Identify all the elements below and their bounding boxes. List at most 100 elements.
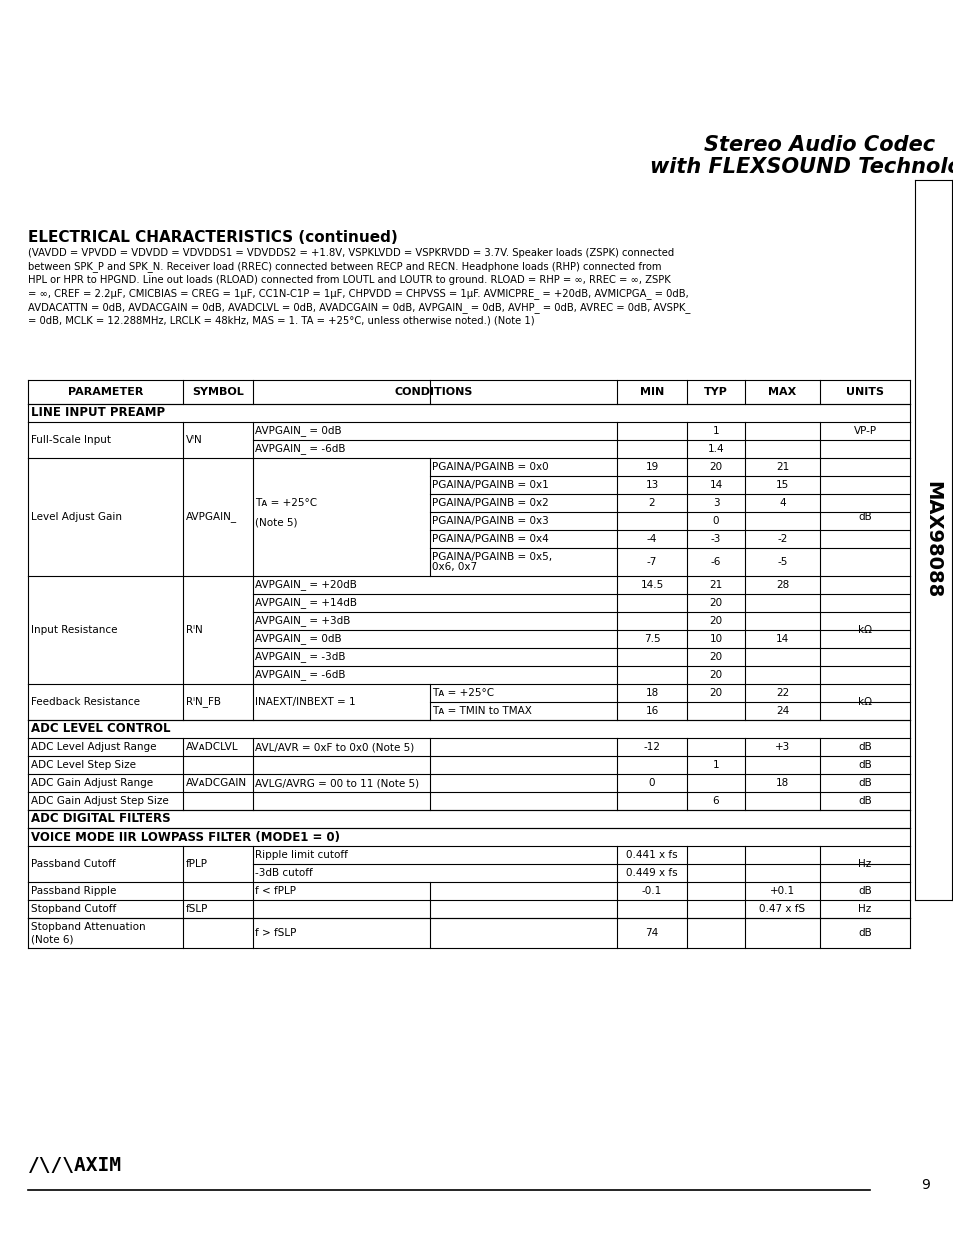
Text: 1: 1 (712, 760, 719, 769)
Text: dB: dB (858, 927, 871, 939)
Text: AVPGAIN_ = -6dB: AVPGAIN_ = -6dB (254, 443, 345, 454)
Text: LINE INPUT PREAMP: LINE INPUT PREAMP (30, 406, 165, 420)
Text: VOICE MODE IIR LOWPASS FILTER (MODE1 = 0): VOICE MODE IIR LOWPASS FILTER (MODE1 = 0… (30, 830, 339, 844)
Text: -12: -12 (643, 742, 659, 752)
Text: Full-Scale Input: Full-Scale Input (30, 435, 111, 445)
Text: = 0dB, MCLK = 12.288MHz, LRCLK = 48kHz, MAS = 1. TA = +25°C, unless otherwise no: = 0dB, MCLK = 12.288MHz, LRCLK = 48kHz, … (28, 315, 534, 326)
Text: Tᴀ = +25°C: Tᴀ = +25°C (432, 688, 494, 698)
Text: 14: 14 (709, 480, 721, 490)
Text: MIN: MIN (639, 387, 663, 396)
Text: 6: 6 (712, 797, 719, 806)
Text: PGAINA/PGAINB = 0x0: PGAINA/PGAINB = 0x0 (432, 462, 548, 472)
Text: 20: 20 (709, 688, 721, 698)
Text: (Note 6): (Note 6) (30, 934, 73, 944)
Text: 15: 15 (775, 480, 788, 490)
Text: -6: -6 (710, 557, 720, 567)
Text: ADC Gain Adjust Step Size: ADC Gain Adjust Step Size (30, 797, 169, 806)
Text: PGAINA/PGAINB = 0x1: PGAINA/PGAINB = 0x1 (432, 480, 548, 490)
Text: ELECTRICAL CHARACTERISTICS (continued): ELECTRICAL CHARACTERISTICS (continued) (28, 230, 397, 245)
Text: dB: dB (858, 513, 871, 522)
Text: +0.1: +0.1 (769, 885, 794, 897)
Text: 0: 0 (648, 778, 655, 788)
Text: 9: 9 (921, 1178, 929, 1192)
Text: 2: 2 (648, 498, 655, 508)
Text: 0.441 x fs: 0.441 x fs (625, 850, 677, 860)
Text: Hz: Hz (858, 860, 871, 869)
Text: 74: 74 (644, 927, 658, 939)
Text: 28: 28 (775, 580, 788, 590)
Text: -3dB cutoff: -3dB cutoff (254, 868, 313, 878)
Text: Tᴀ = +25°C: Tᴀ = +25°C (254, 498, 316, 508)
Text: 20: 20 (709, 671, 721, 680)
Text: 1.4: 1.4 (707, 445, 723, 454)
Text: -3: -3 (710, 534, 720, 543)
Text: ADC DIGITAL FILTERS: ADC DIGITAL FILTERS (30, 813, 171, 825)
Text: Ripple limit cutoff: Ripple limit cutoff (254, 850, 348, 860)
Text: ADC LEVEL CONTROL: ADC LEVEL CONTROL (30, 722, 171, 736)
Text: TYP: TYP (703, 387, 727, 396)
Text: AVPGAIN_: AVPGAIN_ (186, 511, 237, 522)
Text: 24: 24 (775, 706, 788, 716)
Text: 18: 18 (644, 688, 658, 698)
Text: -0.1: -0.1 (641, 885, 661, 897)
Text: ADC Gain Adjust Range: ADC Gain Adjust Range (30, 778, 153, 788)
Text: Level Adjust Gain: Level Adjust Gain (30, 513, 122, 522)
Text: HPL or HPR to HPGND. Line out loads (RLOAD) connected from LOUTL and LOUTR to gr: HPL or HPR to HPGND. Line out loads (RLO… (28, 275, 670, 285)
Text: AVPGAIN_ = 0dB: AVPGAIN_ = 0dB (254, 634, 341, 645)
Text: AVPGAIN_ = +20dB: AVPGAIN_ = +20dB (254, 579, 356, 590)
Text: AVPGAIN_ = -3dB: AVPGAIN_ = -3dB (254, 652, 345, 662)
Text: Tᴀ = TMIN to TMAX: Tᴀ = TMIN to TMAX (432, 706, 532, 716)
Text: -7: -7 (646, 557, 657, 567)
Text: Feedback Resistance: Feedback Resistance (30, 697, 140, 706)
Text: CONDITIONS: CONDITIONS (394, 387, 472, 396)
Text: between SPK_P and SPK_N. Receiver load (RREC) connected between RECP and RECN. H: between SPK_P and SPK_N. Receiver load (… (28, 262, 660, 273)
Text: with FLEXSOUND Technology: with FLEXSOUND Technology (649, 157, 953, 177)
Text: 7.5: 7.5 (643, 634, 659, 643)
Text: 20: 20 (709, 462, 721, 472)
Text: 1: 1 (712, 426, 719, 436)
Text: dB: dB (858, 742, 871, 752)
Text: fPLP: fPLP (186, 860, 208, 869)
Text: 0: 0 (712, 516, 719, 526)
Text: MAX: MAX (767, 387, 796, 396)
Text: ADC Level Adjust Range: ADC Level Adjust Range (30, 742, 156, 752)
Text: /\/\AXIM: /\/\AXIM (28, 1156, 122, 1174)
Text: INAEXT/INBEXT = 1: INAEXT/INBEXT = 1 (254, 697, 355, 706)
Text: -4: -4 (646, 534, 657, 543)
Text: AVPGAIN_ = -6dB: AVPGAIN_ = -6dB (254, 669, 345, 680)
Text: PGAINA/PGAINB = 0x3: PGAINA/PGAINB = 0x3 (432, 516, 548, 526)
Text: 14.5: 14.5 (639, 580, 663, 590)
Text: 22: 22 (775, 688, 788, 698)
Text: 19: 19 (644, 462, 658, 472)
Text: VᴵN: VᴵN (186, 435, 203, 445)
Text: f < fPLP: f < fPLP (254, 885, 295, 897)
Text: PGAINA/PGAINB = 0x5,: PGAINA/PGAINB = 0x5, (432, 552, 552, 562)
Text: Passband Cutoff: Passband Cutoff (30, 860, 115, 869)
Text: (VAVDD = VPVDD = VDVDD = VDVDDS1 = VDVDDS2 = +1.8V, VSPKLVDD = VSPKRVDD = 3.7V. : (VAVDD = VPVDD = VDVDD = VDVDDS1 = VDVDD… (28, 248, 674, 258)
Text: AVᴀDCGAIN: AVᴀDCGAIN (186, 778, 247, 788)
Text: 18: 18 (775, 778, 788, 788)
Text: dB: dB (858, 797, 871, 806)
Text: fSLP: fSLP (186, 904, 208, 914)
Text: AVᴀDCLVL: AVᴀDCLVL (186, 742, 238, 752)
Text: AVPGAIN_ = +3dB: AVPGAIN_ = +3dB (254, 615, 350, 626)
Text: PARAMETER: PARAMETER (68, 387, 143, 396)
Text: SYMBOL: SYMBOL (192, 387, 244, 396)
Text: -2: -2 (777, 534, 787, 543)
Text: 16: 16 (644, 706, 658, 716)
Text: 0x6, 0x7: 0x6, 0x7 (432, 562, 476, 572)
Text: PGAINA/PGAINB = 0x4: PGAINA/PGAINB = 0x4 (432, 534, 548, 543)
Text: UNITS: UNITS (845, 387, 883, 396)
Text: 0.449 x fs: 0.449 x fs (625, 868, 677, 878)
Text: VP-P: VP-P (853, 426, 876, 436)
Text: 21: 21 (775, 462, 788, 472)
Text: 10: 10 (709, 634, 721, 643)
Text: (Note 5): (Note 5) (254, 517, 297, 527)
Text: 14: 14 (775, 634, 788, 643)
Text: dB: dB (858, 885, 871, 897)
Text: Stopband Attenuation: Stopband Attenuation (30, 923, 146, 932)
Text: ADC Level Step Size: ADC Level Step Size (30, 760, 136, 769)
Text: RᴵN: RᴵN (186, 625, 203, 635)
Text: AVPGAIN_ = 0dB: AVPGAIN_ = 0dB (254, 426, 341, 436)
Text: Passband Ripple: Passband Ripple (30, 885, 116, 897)
